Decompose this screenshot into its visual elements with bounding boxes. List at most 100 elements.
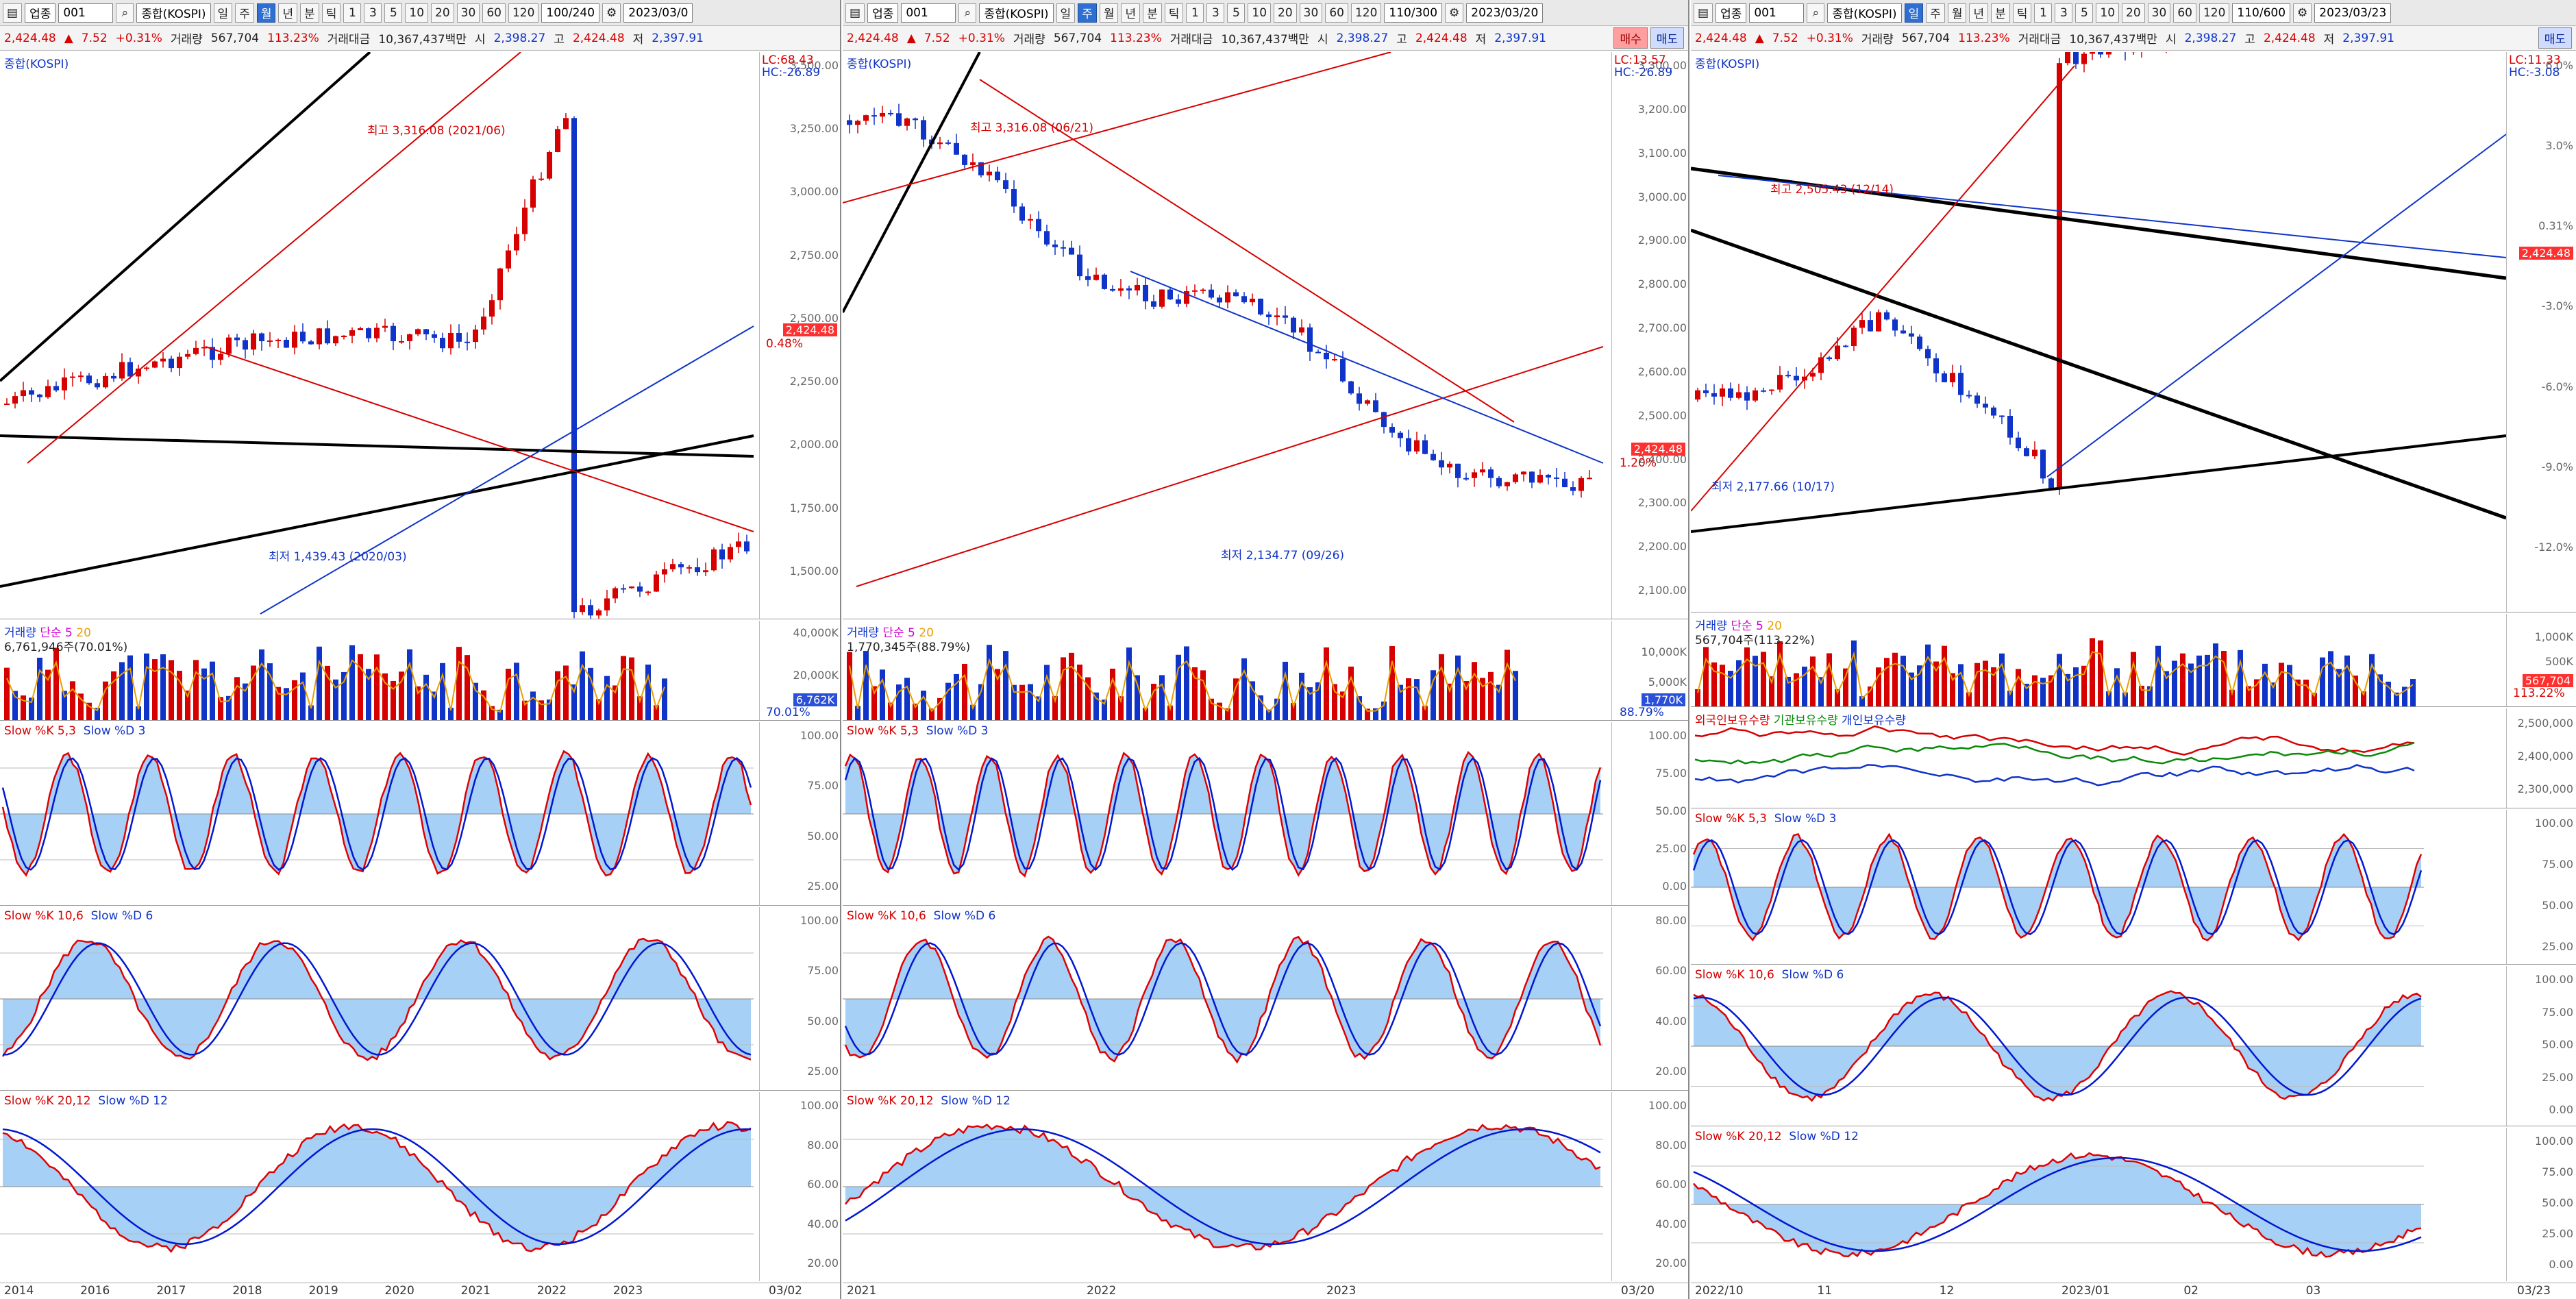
volume-bar [243, 683, 248, 720]
market-select[interactable]: 업종 [867, 3, 899, 23]
minute-5[interactable]: 5 [2075, 3, 2094, 23]
bar-count[interactable]: 110/600 [2232, 3, 2291, 23]
minute-10[interactable]: 10 [1248, 3, 1272, 23]
period-month[interactable]: 월 [256, 3, 276, 23]
window-menu-icon[interactable]: ▤ [1694, 3, 1713, 23]
bar-count[interactable]: 110/300 [1384, 3, 1443, 23]
stoch-pane-2[interactable]: Slow %K 10,6 Slow %D 6 100.00 75.00 50.00 2… [1691, 966, 2576, 1126]
price-pane[interactable]: 종합(KOSPI) 6.0% 3.0% 0.31% -3.0% -6.0% -9.0% -1… [1691, 52, 2576, 613]
period-tick[interactable]: 틱 [2012, 3, 2032, 23]
axis-tick: -6.0% [2541, 380, 2573, 393]
minute-60[interactable]: 60 [1325, 3, 1348, 23]
bar-count[interactable]: 100/240 [541, 3, 600, 23]
settings-icon[interactable]: ⚙ [1445, 3, 1464, 23]
buy-button[interactable]: 매수 [1613, 27, 1648, 49]
volume-box: 6,762K [793, 693, 837, 706]
volume-bar [1217, 702, 1222, 720]
stoch-pane-3[interactable]: Slow %K 20,12 Slow %D 12 100.00 80.00 60.0… [0, 1092, 840, 1281]
minute-5[interactable]: 5 [1227, 3, 1246, 23]
stoch-pane-2[interactable]: Slow %K 10,6 Slow %D 6 100.00 75.00 50.00 2… [0, 907, 840, 1091]
period-week[interactable]: 주 [235, 3, 254, 23]
date-field[interactable]: 2023/03/23 [2314, 3, 2392, 23]
minute-30[interactable]: 30 [1299, 3, 1323, 23]
minute-3[interactable]: 3 [364, 3, 382, 23]
price-pane[interactable]: 종합(KOSPI) 3,500.00 3,250.00 3,000.00 2,750.… [0, 52, 840, 619]
settings-icon[interactable]: ⚙ [2293, 3, 2312, 23]
date-field[interactable]: 2023/03/0 [623, 3, 693, 23]
minute-30[interactable]: 30 [2147, 3, 2171, 23]
period-month[interactable]: 월 [1947, 3, 1967, 23]
minute-1[interactable]: 1 [1186, 3, 1204, 23]
market-select[interactable]: 업종 [25, 3, 56, 23]
market-select[interactable]: 업종 [1716, 3, 1747, 23]
stoch-pane-1[interactable]: Slow %K 5,3 Slow %D 3 100.00 75.00 50.00 25… [843, 722, 1688, 906]
settings-icon[interactable]: ⚙ [602, 3, 621, 23]
period-minute[interactable]: 분 [1991, 3, 2010, 23]
volume-pane[interactable]: 거래량 단순 5 20 567,704주(113.22%) 1,000K 500… [1691, 614, 2576, 707]
axis-tick: 60.00 [1655, 1178, 1687, 1191]
minute-20[interactable]: 20 [431, 3, 454, 23]
candle [1925, 349, 1931, 359]
window-menu-icon[interactable]: ▤ [845, 3, 865, 23]
volume-bar [1315, 682, 1321, 720]
amount-label: 거래대금 [1169, 33, 1213, 47]
search-icon[interactable]: ⌕ [1807, 3, 1825, 23]
period-day[interactable]: 일 [1904, 3, 1924, 23]
period-tick[interactable]: 틱 [1164, 3, 1184, 23]
code-input[interactable]: 001 [58, 3, 114, 23]
stoch-pane-3[interactable]: Slow %K 20,12 Slow %D 12 100.00 75.00 50.0… [1691, 1128, 2576, 1281]
minute-1[interactable]: 1 [2034, 3, 2053, 23]
low-value: 2,397.91 [652, 31, 704, 45]
stoch-pane-2[interactable]: Slow %K 10,6 Slow %D 6 80.00 60.00 40.00 20… [843, 907, 1688, 1091]
period-minute[interactable]: 분 [300, 3, 319, 23]
stoch-pane-1[interactable]: Slow %K 5,3 Slow %D 3 100.00 75.00 50.00 25… [0, 722, 840, 906]
volume-box-pct: 88.79% [1620, 706, 1664, 719]
candle [1974, 395, 1980, 404]
stoch-pane-3[interactable]: Slow %K 20,12 Slow %D 12 100.00 80.00 60.0… [843, 1092, 1688, 1281]
period-day[interactable]: 일 [1056, 3, 1076, 23]
period-year[interactable]: 년 [1969, 3, 1989, 23]
minute-30[interactable]: 30 [456, 3, 480, 23]
window-menu-icon[interactable]: ▤ [3, 3, 23, 23]
volume-bar [1925, 644, 1931, 706]
stoch-k-line [1693, 1152, 2422, 1258]
period-day[interactable]: 일 [213, 3, 233, 23]
minute-120[interactable]: 120 [1350, 3, 1382, 23]
code-input[interactable]: 001 [901, 3, 956, 23]
date-field[interactable]: 2023/03/20 [1466, 3, 1544, 23]
minute-3[interactable]: 3 [1206, 3, 1225, 23]
minute-60[interactable]: 60 [482, 3, 506, 23]
code-input[interactable]: 001 [1749, 3, 1805, 23]
open-label: 시 [2165, 33, 2177, 47]
minute-5[interactable]: 5 [384, 3, 403, 23]
minute-120[interactable]: 120 [2199, 3, 2230, 23]
volume-pane[interactable]: 거래량 단순 5 20 1,770,345주(88.79%) 10,000K 5… [843, 621, 1688, 721]
period-tick[interactable]: 틱 [321, 3, 341, 23]
sell-button[interactable]: 매도 [2538, 27, 2572, 49]
price-pane[interactable]: 종합(KOSPI) 3,300.00 3,200.00 3,100.00 3,000.… [843, 52, 1688, 619]
period-week[interactable]: 주 [1078, 3, 1097, 23]
volume-pane[interactable]: 거래량 단순 5 20 6,761,946주(70.01%) 40,000K 2… [0, 621, 840, 721]
minute-120[interactable]: 120 [508, 3, 539, 23]
candle [1892, 319, 1898, 331]
minute-20[interactable]: 20 [2122, 3, 2145, 23]
volume-bar [1703, 647, 1709, 706]
period-week[interactable]: 주 [1926, 3, 1945, 23]
holders-pane[interactable]: 외국인보유수량 기관보유수량 개인보유수량 2,500,000 2,400,00… [1691, 708, 2576, 808]
minute-3[interactable]: 3 [2055, 3, 2073, 23]
sell-button[interactable]: 매도 [1650, 27, 1684, 49]
period-year[interactable]: 년 [278, 3, 298, 23]
search-icon[interactable]: ⌕ [958, 3, 977, 23]
period-year[interactable]: 년 [1121, 3, 1141, 23]
minute-10[interactable]: 10 [405, 3, 429, 23]
minute-20[interactable]: 20 [1274, 3, 1297, 23]
period-minute[interactable]: 분 [1143, 3, 1162, 23]
period-month[interactable]: 월 [1099, 3, 1119, 23]
search-icon[interactable]: ⌕ [116, 3, 134, 23]
trend-line [0, 434, 754, 458]
minute-10[interactable]: 10 [2096, 3, 2120, 23]
minute-60[interactable]: 60 [2173, 3, 2196, 23]
minute-1[interactable]: 1 [343, 3, 362, 23]
time-axis-end: 03/23 [2517, 1284, 2551, 1298]
stoch-pane-1[interactable]: Slow %K 5,3 Slow %D 3 100.00 75.00 50.00 25… [1691, 810, 2576, 965]
